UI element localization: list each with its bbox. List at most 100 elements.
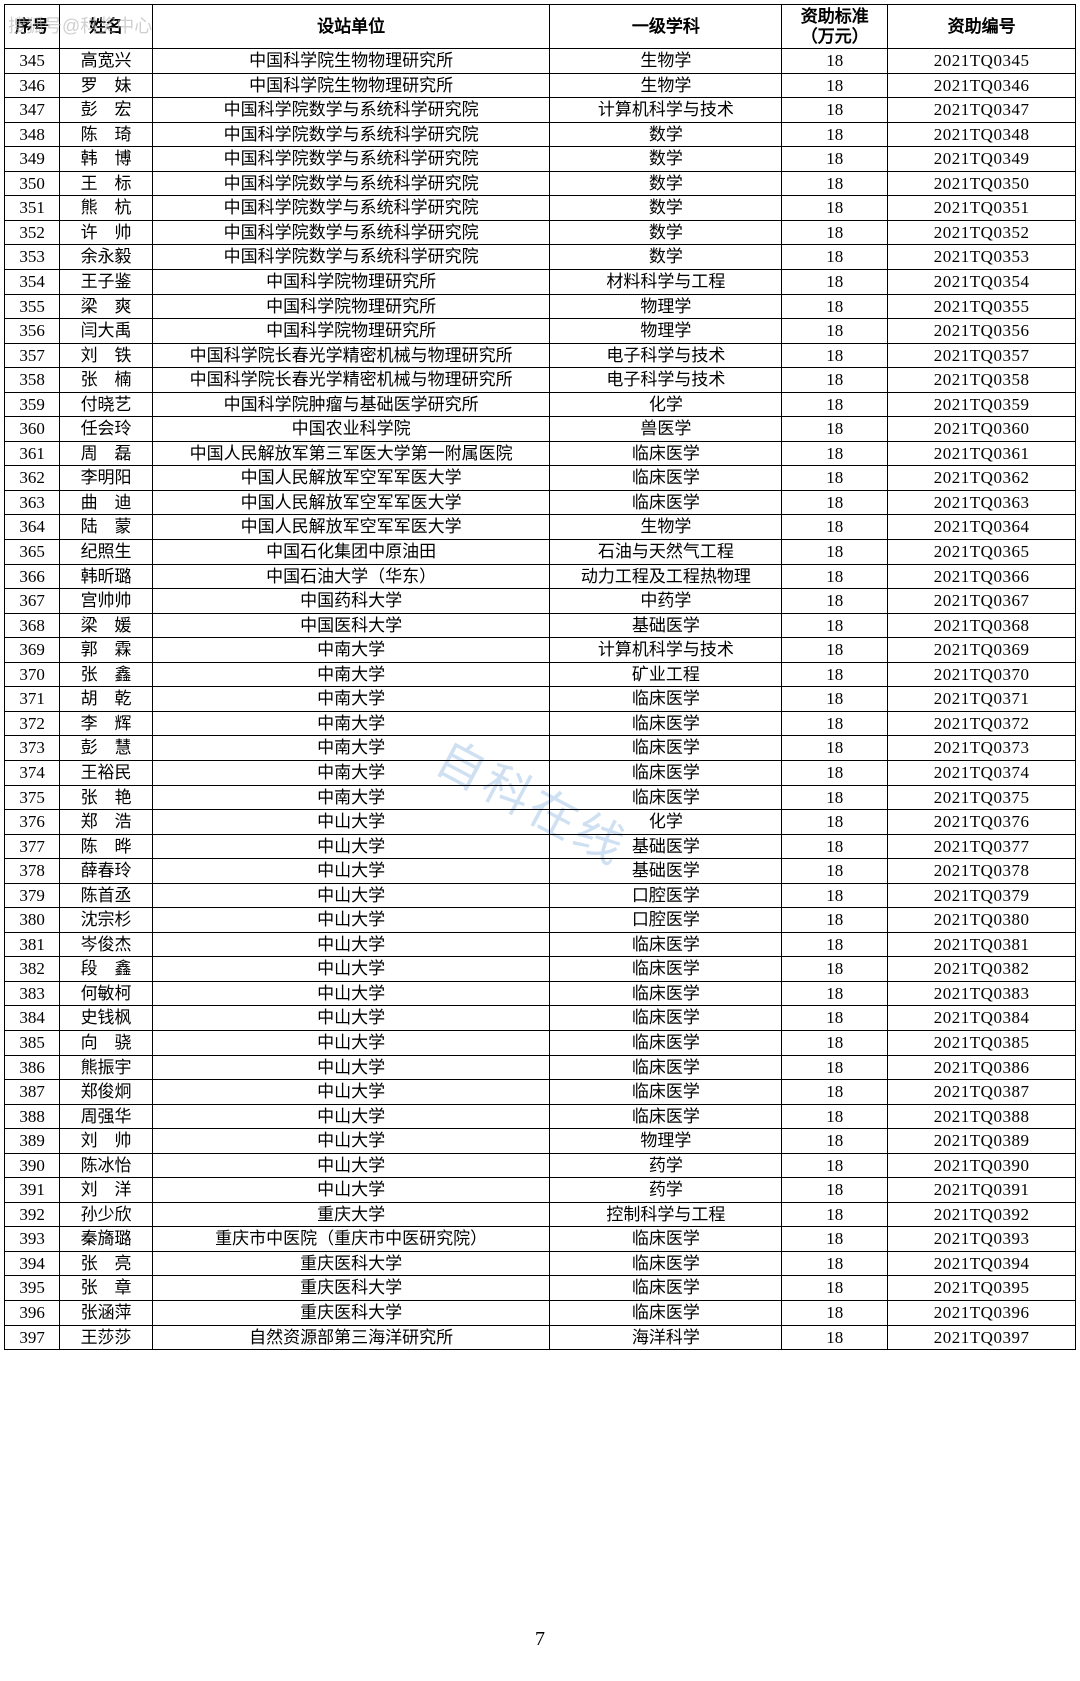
table-cell: 2021TQ0376 [888, 810, 1076, 835]
table-cell: 363 [5, 490, 60, 515]
table-cell: 张 章 [60, 1276, 153, 1301]
table-cell: 陆 蒙 [60, 515, 153, 540]
table-row: 359付晓艺中国科学院肿瘤与基础医学研究所化学182021TQ0359 [5, 392, 1076, 417]
table-cell: 18 [782, 785, 888, 810]
table-row: 371胡 乾中南大学临床医学182021TQ0371 [5, 687, 1076, 712]
table-row: 363曲 迪中国人民解放军空军军医大学临床医学182021TQ0363 [5, 490, 1076, 515]
table-cell: 计算机科学与技术 [550, 98, 782, 123]
table-row: 358张 楠中国科学院长春光学精密机械与物理研究所电子科学与技术182021TQ… [5, 368, 1076, 393]
table-cell: 2021TQ0389 [888, 1129, 1076, 1154]
table-cell: 2021TQ0361 [888, 441, 1076, 466]
table-row: 361周 磊中国人民解放军第三军医大学第一附属医院临床医学182021TQ036… [5, 441, 1076, 466]
table-cell: 张 艳 [60, 785, 153, 810]
table-cell: 2021TQ0379 [888, 883, 1076, 908]
table-cell: 18 [782, 441, 888, 466]
table-cell: 18 [782, 368, 888, 393]
table-cell: 18 [782, 613, 888, 638]
table-row: 375张 艳中南大学临床医学182021TQ0375 [5, 785, 1076, 810]
table-cell: 彭 宏 [60, 98, 153, 123]
table-row: 362李明阳中国人民解放军空军军医大学临床医学182021TQ0362 [5, 466, 1076, 491]
table-cell: 2021TQ0388 [888, 1104, 1076, 1129]
table-cell: 胡 乾 [60, 687, 153, 712]
table-cell: 中南大学 [152, 687, 549, 712]
table-cell: 数学 [550, 196, 782, 221]
table-cell: 陈 琦 [60, 122, 153, 147]
table-cell: 351 [5, 196, 60, 221]
table-cell: 陈首丞 [60, 883, 153, 908]
table-cell: 任会玲 [60, 417, 153, 442]
table-cell: 383 [5, 981, 60, 1006]
table-row: 350王 标中国科学院数学与系统科学研究院数学182021TQ0350 [5, 171, 1076, 196]
table-cell: 18 [782, 515, 888, 540]
table-cell: 18 [782, 1178, 888, 1203]
table-cell: 2021TQ0385 [888, 1030, 1076, 1055]
table-cell: 371 [5, 687, 60, 712]
table-cell: 中山大学 [152, 1030, 549, 1055]
table-cell: 2021TQ0386 [888, 1055, 1076, 1080]
table-cell: 高宽兴 [60, 49, 153, 74]
table-cell: 385 [5, 1030, 60, 1055]
table-cell: 18 [782, 859, 888, 884]
table-cell: 364 [5, 515, 60, 540]
table-row: 367宫帅帅中国药科大学中药学182021TQ0367 [5, 589, 1076, 614]
table-cell: 临床医学 [550, 1055, 782, 1080]
table-cell: 临床医学 [550, 760, 782, 785]
table-cell: 18 [782, 343, 888, 368]
funding-table: 序号 姓名 设站单位 一级学科 资助标准（万元） 资助编号 345高宽兴中国科学… [4, 4, 1076, 1350]
table-cell: 18 [782, 589, 888, 614]
table-row: 385向 骁中山大学临床医学182021TQ0385 [5, 1030, 1076, 1055]
table-row: 352许 帅中国科学院数学与系统科学研究院数学182021TQ0352 [5, 220, 1076, 245]
table-cell: 18 [782, 1251, 888, 1276]
table-row: 378薛春玲中山大学基础医学182021TQ0378 [5, 859, 1076, 884]
table-cell: 中南大学 [152, 785, 549, 810]
table-cell: 梁 爽 [60, 294, 153, 319]
table-cell: 2021TQ0350 [888, 171, 1076, 196]
table-cell: 2021TQ0354 [888, 270, 1076, 295]
table-cell: 2021TQ0384 [888, 1006, 1076, 1031]
table-cell: 控制科学与工程 [550, 1202, 782, 1227]
table-cell: 2021TQ0353 [888, 245, 1076, 270]
table-cell: 彭 慧 [60, 736, 153, 761]
table-cell: 电子科学与技术 [550, 368, 782, 393]
table-cell: 张 亮 [60, 1251, 153, 1276]
table-cell: 2021TQ0370 [888, 662, 1076, 687]
table-cell: 2021TQ0373 [888, 736, 1076, 761]
table-cell: 382 [5, 957, 60, 982]
table-header-row: 序号 姓名 设站单位 一级学科 资助标准（万元） 资助编号 [5, 5, 1076, 49]
table-cell: 2021TQ0381 [888, 932, 1076, 957]
table-cell: 393 [5, 1227, 60, 1252]
table-cell: 2021TQ0358 [888, 368, 1076, 393]
table-cell: 18 [782, 294, 888, 319]
table-cell: 374 [5, 760, 60, 785]
table-cell: 18 [782, 687, 888, 712]
table-cell: 369 [5, 638, 60, 663]
table-cell: 2021TQ0380 [888, 908, 1076, 933]
table-row: 349韩 博中国科学院数学与系统科学研究院数学182021TQ0349 [5, 147, 1076, 172]
table-row: 354王子鉴中国科学院物理研究所材料科学与工程182021TQ0354 [5, 270, 1076, 295]
table-row: 346罗 妹中国科学院生物物理研究所生物学182021TQ0346 [5, 73, 1076, 98]
table-cell: 390 [5, 1153, 60, 1178]
table-row: 391刘 洋中山大学药学182021TQ0391 [5, 1178, 1076, 1203]
table-cell: 2021TQ0366 [888, 564, 1076, 589]
table-cell: 18 [782, 1104, 888, 1129]
table-cell: 临床医学 [550, 466, 782, 491]
table-cell: 18 [782, 1300, 888, 1325]
table-cell: 中国石化集团中原油田 [152, 540, 549, 565]
table-cell: 重庆市中医院（重庆市中医研究院） [152, 1227, 549, 1252]
table-cell: 李 辉 [60, 711, 153, 736]
table-cell: 388 [5, 1104, 60, 1129]
table-cell: 18 [782, 122, 888, 147]
table-cell: 临床医学 [550, 1300, 782, 1325]
table-cell: 2021TQ0347 [888, 98, 1076, 123]
table-cell: 中国医科大学 [152, 613, 549, 638]
table-cell: 向 骁 [60, 1030, 153, 1055]
table-cell: 18 [782, 270, 888, 295]
table-cell: 18 [782, 760, 888, 785]
table-cell: 2021TQ0390 [888, 1153, 1076, 1178]
table-cell: 中山大学 [152, 932, 549, 957]
table-cell: 365 [5, 540, 60, 565]
table-cell: 中国科学院数学与系统科学研究院 [152, 220, 549, 245]
table-row: 345高宽兴中国科学院生物物理研究所生物学182021TQ0345 [5, 49, 1076, 74]
table-row: 381岑俊杰中山大学临床医学182021TQ0381 [5, 932, 1076, 957]
table-row: 357刘 铁中国科学院长春光学精密机械与物理研究所电子科学与技术182021TQ… [5, 343, 1076, 368]
